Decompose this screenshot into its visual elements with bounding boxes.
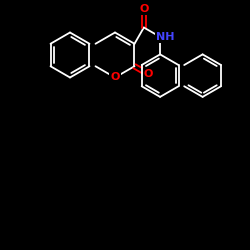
Text: O: O [139,4,148,14]
Text: O: O [144,69,153,80]
Text: NH: NH [156,32,175,42]
Text: O: O [110,72,120,83]
